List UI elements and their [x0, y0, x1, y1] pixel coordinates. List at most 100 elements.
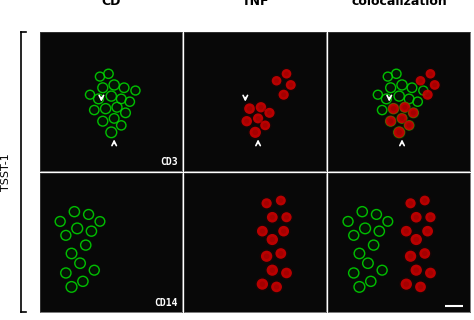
- Circle shape: [367, 239, 380, 252]
- Circle shape: [255, 277, 270, 292]
- Circle shape: [405, 198, 416, 208]
- Circle shape: [403, 249, 418, 263]
- Circle shape: [408, 253, 413, 259]
- Circle shape: [402, 105, 408, 110]
- Circle shape: [98, 74, 102, 79]
- Circle shape: [404, 197, 417, 210]
- Circle shape: [342, 215, 355, 228]
- Circle shape: [258, 105, 264, 110]
- Circle shape: [410, 265, 422, 276]
- Circle shape: [123, 110, 128, 116]
- Circle shape: [264, 201, 269, 206]
- Text: CD3: CD3: [160, 157, 178, 167]
- Circle shape: [408, 201, 413, 206]
- Circle shape: [108, 78, 121, 92]
- Circle shape: [270, 215, 275, 220]
- Circle shape: [269, 268, 275, 273]
- Circle shape: [362, 226, 368, 231]
- Circle shape: [402, 105, 408, 110]
- Circle shape: [403, 228, 409, 234]
- Circle shape: [418, 194, 431, 207]
- Circle shape: [407, 123, 412, 128]
- Circle shape: [119, 107, 132, 119]
- Circle shape: [380, 92, 393, 105]
- Circle shape: [371, 242, 376, 248]
- Circle shape: [422, 251, 428, 256]
- Circle shape: [259, 281, 265, 287]
- Circle shape: [111, 82, 117, 88]
- Circle shape: [380, 108, 385, 113]
- Circle shape: [280, 266, 293, 280]
- Circle shape: [54, 215, 67, 228]
- Circle shape: [365, 260, 371, 266]
- Circle shape: [284, 71, 289, 76]
- Circle shape: [96, 96, 101, 101]
- Circle shape: [428, 270, 433, 276]
- Circle shape: [424, 68, 437, 80]
- Circle shape: [422, 90, 433, 100]
- Circle shape: [351, 270, 356, 276]
- Circle shape: [121, 85, 127, 90]
- Circle shape: [413, 237, 419, 242]
- Circle shape: [415, 282, 426, 292]
- Circle shape: [102, 68, 115, 80]
- Circle shape: [271, 282, 282, 292]
- Circle shape: [94, 215, 106, 228]
- Circle shape: [80, 279, 86, 284]
- Circle shape: [399, 101, 411, 114]
- Circle shape: [74, 226, 80, 231]
- Circle shape: [265, 210, 279, 224]
- Circle shape: [133, 88, 138, 93]
- Circle shape: [392, 125, 406, 139]
- Circle shape: [91, 108, 97, 113]
- Circle shape: [353, 247, 366, 260]
- Circle shape: [111, 116, 117, 121]
- Circle shape: [396, 93, 402, 99]
- Circle shape: [411, 96, 424, 108]
- Circle shape: [282, 69, 292, 78]
- Circle shape: [277, 88, 290, 101]
- Circle shape: [65, 247, 78, 260]
- Circle shape: [370, 208, 383, 221]
- Circle shape: [68, 205, 81, 218]
- Circle shape: [372, 89, 384, 100]
- Circle shape: [347, 229, 360, 242]
- Circle shape: [99, 102, 112, 115]
- Circle shape: [59, 229, 73, 242]
- Circle shape: [407, 123, 411, 128]
- Circle shape: [422, 198, 427, 203]
- Circle shape: [361, 257, 375, 270]
- Circle shape: [393, 127, 405, 138]
- Circle shape: [70, 221, 84, 235]
- Circle shape: [105, 90, 118, 103]
- Circle shape: [254, 100, 268, 114]
- Circle shape: [374, 212, 379, 217]
- Circle shape: [409, 210, 423, 224]
- Circle shape: [253, 130, 258, 135]
- Circle shape: [278, 226, 289, 236]
- Circle shape: [280, 68, 293, 80]
- Circle shape: [425, 228, 430, 234]
- Circle shape: [260, 121, 270, 130]
- Circle shape: [88, 104, 100, 116]
- Circle shape: [115, 93, 128, 105]
- Circle shape: [411, 110, 416, 116]
- Circle shape: [346, 219, 351, 224]
- Circle shape: [391, 106, 396, 111]
- Circle shape: [127, 99, 132, 104]
- Circle shape: [428, 71, 433, 76]
- Circle shape: [275, 248, 286, 259]
- Circle shape: [359, 209, 365, 214]
- Circle shape: [279, 90, 289, 100]
- Text: TSST-1: TSST-1: [0, 153, 11, 191]
- Circle shape: [265, 232, 280, 247]
- Circle shape: [255, 102, 266, 112]
- Circle shape: [425, 92, 430, 97]
- Circle shape: [411, 212, 422, 222]
- Circle shape: [64, 280, 79, 294]
- Circle shape: [118, 123, 124, 128]
- Circle shape: [379, 268, 385, 273]
- Circle shape: [96, 81, 109, 94]
- Circle shape: [356, 205, 369, 218]
- Circle shape: [256, 278, 268, 290]
